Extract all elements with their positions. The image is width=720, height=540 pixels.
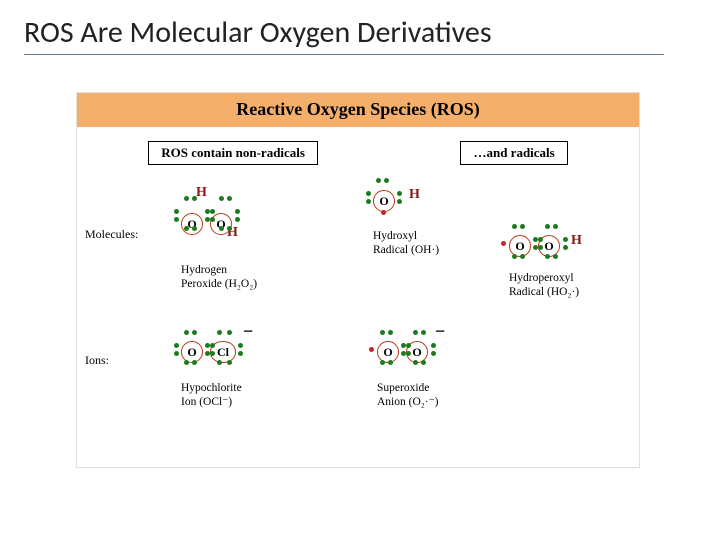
species-ho2: O O H Hydroperoxyl Radical (HO₂·)	[509, 231, 587, 300]
panel-header: Reactive Oxygen Species (ROS)	[77, 93, 639, 127]
slide-title: ROS Are Molecular Oxygen Derivatives	[0, 0, 720, 51]
row-label-molecules: Molecules:	[85, 227, 138, 242]
species-label: Superoxide Anion (O₂·⁻)	[377, 381, 443, 410]
diagram-body: Molecules: Ions: H H O O Hydrogen Peroxi…	[77, 165, 639, 465]
charge-minus: −	[243, 321, 253, 342]
species-label: Hydroxyl Radical (OH·)	[373, 229, 439, 258]
panel-header-text: Reactive Oxygen Species (ROS)	[236, 99, 479, 119]
oxygen-atom: O	[181, 213, 203, 235]
hydrogen-atom: H	[409, 187, 420, 203]
species-o2m: O O − Superoxide Anion (O₂·⁻)	[377, 337, 443, 410]
row-label-ions: Ions:	[85, 353, 109, 368]
species-label: Hydroperoxyl Radical (HO₂·)	[509, 271, 587, 300]
hydrogen-atom: H	[571, 233, 582, 249]
hydrogen-atom: H	[196, 185, 207, 201]
category-row: ROS contain non-radicals …and radicals	[77, 141, 639, 165]
species-ocl: O Cl − Hypochlorite Ion (OCl⁻)	[181, 337, 253, 410]
species-label: Hypochlorite Ion (OCl⁻)	[181, 381, 253, 410]
species-label: Hydrogen Peroxide (H₂O₂)	[181, 263, 257, 292]
charge-minus: −	[435, 321, 445, 342]
species-h2o2: H H O O Hydrogen Peroxide (H₂O₂)	[181, 203, 257, 292]
category-nonradicals: ROS contain non-radicals	[148, 141, 318, 165]
species-oh: O H Hydroxyl Radical (OH·)	[373, 185, 439, 258]
category-radicals: …and radicals	[460, 141, 567, 165]
oxygen-atom: O	[373, 190, 395, 212]
title-underline	[24, 54, 664, 55]
ros-panel: Reactive Oxygen Species (ROS) ROS contai…	[76, 92, 640, 468]
